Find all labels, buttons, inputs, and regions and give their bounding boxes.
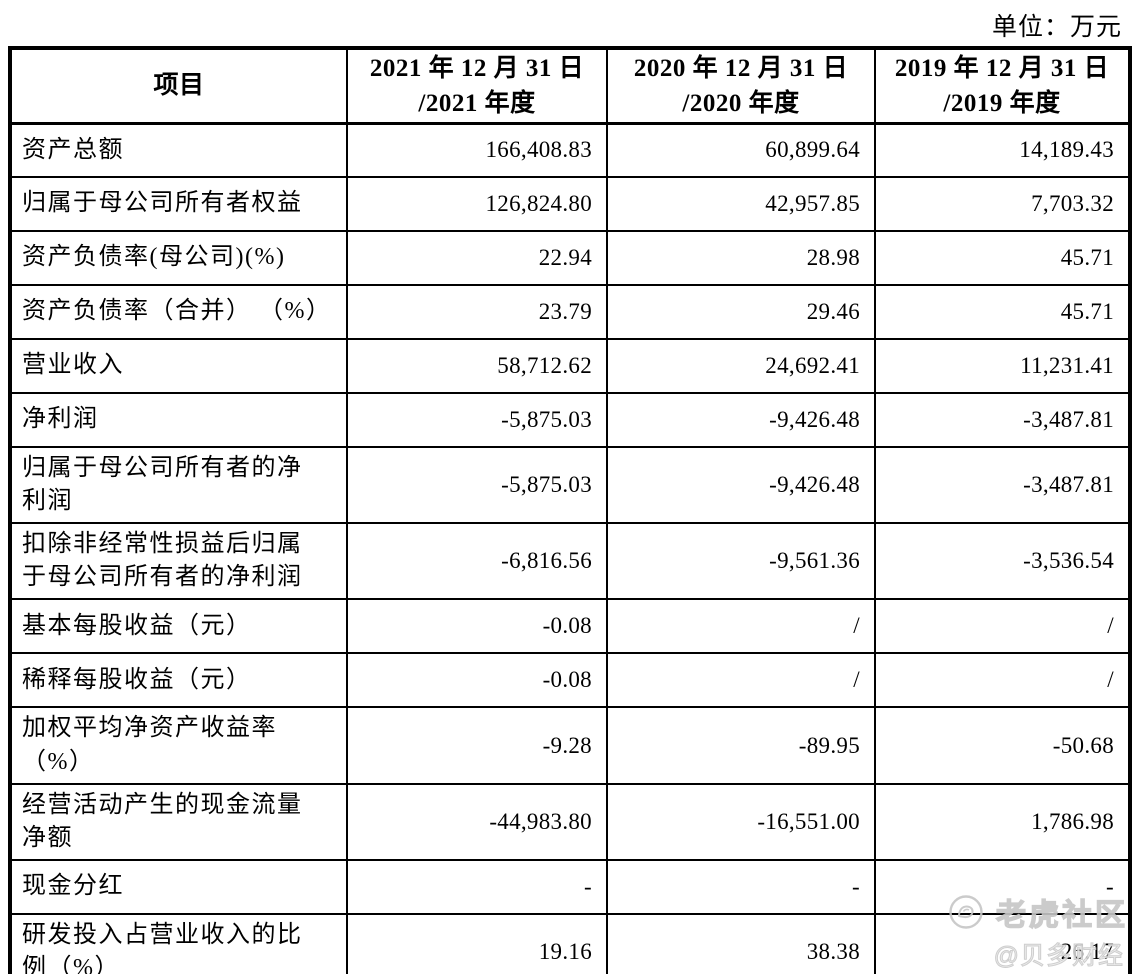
row-label: 现金分红: [9, 858, 348, 915]
table-row: 基本每股收益（元） -0.08 / /: [9, 598, 1131, 655]
cell-2020: -16,551.00: [606, 782, 876, 861]
table-row: 归属于母公司所有者的净 利润 -5,875.03 -9,426.48 -3,48…: [9, 445, 1131, 525]
cell-2020: /: [606, 652, 876, 709]
row-label: 资产负债率（合并） （%）: [9, 284, 348, 340]
cell-2021: -9.28: [346, 706, 608, 785]
row-label: 扣除非经常性损益后归属 于母公司所有者的净利润: [9, 522, 348, 601]
table-row: 营业收入 58,712.62 24,692.41 11,231.41: [9, 338, 1131, 394]
table-row: 归属于母公司所有者权益 126,824.80 42,957.85 7,703.3…: [9, 176, 1131, 232]
row-label: 经营活动产生的现金流量 净额: [9, 782, 348, 861]
cell-2019: /: [874, 598, 1131, 655]
column-header-2020: 2020 年 12 月 31 日 /2020 年度: [606, 47, 876, 125]
cell-2020: -89.95: [606, 706, 876, 785]
cell-2019: 11,231.41: [874, 338, 1131, 394]
cell-2021: -: [346, 858, 608, 915]
table-row: 资产负债率（合并） （%） 23.79 29.46 45.71: [9, 284, 1131, 340]
column-header-item: 项目: [9, 47, 348, 125]
table-row: 净利润 -5,875.03 -9,426.48 -3,487.81: [9, 392, 1131, 448]
cell-2020: 60,899.64: [606, 122, 876, 178]
cell-2019: -3,487.81: [874, 392, 1131, 448]
column-header-2021: 2021 年 12 月 31 日 /2021 年度: [346, 47, 608, 125]
cell-2019: 45.71: [874, 284, 1131, 340]
row-label: 营业收入: [9, 338, 348, 394]
cell-2021: -44,983.80: [346, 782, 608, 861]
cell-2019: 26.17: [874, 912, 1131, 974]
table-row: 研发投入占营业收入的比 例（%） 19.16 38.38 26.17: [9, 912, 1131, 974]
cell-2021: 22.94: [346, 230, 608, 286]
cell-2019: -50.68: [874, 706, 1131, 785]
row-label: 资产总额: [9, 122, 348, 178]
cell-2019: 7,703.32: [874, 176, 1131, 232]
cell-2020: -9,426.48: [606, 445, 876, 525]
table-row: 扣除非经常性损益后归属 于母公司所有者的净利润 -6,816.56 -9,561…: [9, 522, 1131, 601]
cell-2019: -3,487.81: [874, 445, 1131, 525]
cell-2019: /: [874, 652, 1131, 709]
table-row: 资产总额 166,408.83 60,899.64 14,189.43: [9, 122, 1131, 178]
cell-2021: 126,824.80: [346, 176, 608, 232]
cell-2021: 58,712.62: [346, 338, 608, 394]
cell-2019: 45.71: [874, 230, 1131, 286]
column-header-2019: 2019 年 12 月 31 日 /2019 年度: [874, 47, 1131, 125]
cell-2020: -: [606, 858, 876, 915]
cell-2020: 38.38: [606, 912, 876, 974]
table-row: 稀释每股收益（元） -0.08 / /: [9, 652, 1131, 709]
unit-label: 单位：万元: [991, 14, 1122, 41]
cell-2021: -0.08: [346, 598, 608, 655]
table-row: 经营活动产生的现金流量 净额 -44,983.80 -16,551.00 1,7…: [9, 782, 1131, 861]
table-header-row: 项目 2021 年 12 月 31 日 /2021 年度 2020 年 12 月…: [9, 47, 1131, 125]
cell-2021: 19.16: [346, 912, 608, 974]
cell-2021: -0.08: [346, 652, 608, 709]
row-label: 基本每股收益（元）: [9, 598, 348, 655]
cell-2021: -5,875.03: [346, 392, 608, 448]
row-label: 归属于母公司所有者权益: [9, 176, 348, 232]
table-row: 现金分红 - - -: [9, 858, 1131, 915]
cell-2020: 29.46: [606, 284, 876, 340]
cell-2021: 23.79: [346, 284, 608, 340]
cell-2020: -9,561.36: [606, 522, 876, 601]
table-row: 加权平均净资产收益率 （%） -9.28 -89.95 -50.68: [9, 706, 1131, 785]
cell-2019: -3,536.54: [874, 522, 1131, 601]
cell-2021: -6,816.56: [346, 522, 608, 601]
cell-2020: -9,426.48: [606, 392, 876, 448]
cell-2019: 1,786.98: [874, 782, 1131, 861]
row-label: 稀释每股收益（元）: [9, 652, 348, 709]
row-label: 净利润: [9, 392, 348, 448]
cell-2019: -: [874, 858, 1131, 915]
cell-2021: 166,408.83: [346, 122, 608, 178]
table-row: 资产负债率(母公司)(%) 22.94 28.98 45.71: [9, 230, 1131, 286]
cell-2021: -5,875.03: [346, 445, 608, 525]
cell-2019: 14,189.43: [874, 122, 1131, 178]
row-label: 研发投入占营业收入的比 例（%）: [9, 912, 348, 974]
cell-2020: 24,692.41: [606, 338, 876, 394]
row-label: 资产负债率(母公司)(%): [9, 230, 348, 286]
financial-summary-table: 项目 2021 年 12 月 31 日 /2021 年度 2020 年 12 月…: [8, 46, 1132, 974]
cell-2020: 42,957.85: [606, 176, 876, 232]
cell-2020: /: [606, 598, 876, 655]
row-label: 归属于母公司所有者的净 利润: [9, 445, 348, 525]
cell-2020: 28.98: [606, 230, 876, 286]
row-label: 加权平均净资产收益率 （%）: [9, 706, 348, 785]
